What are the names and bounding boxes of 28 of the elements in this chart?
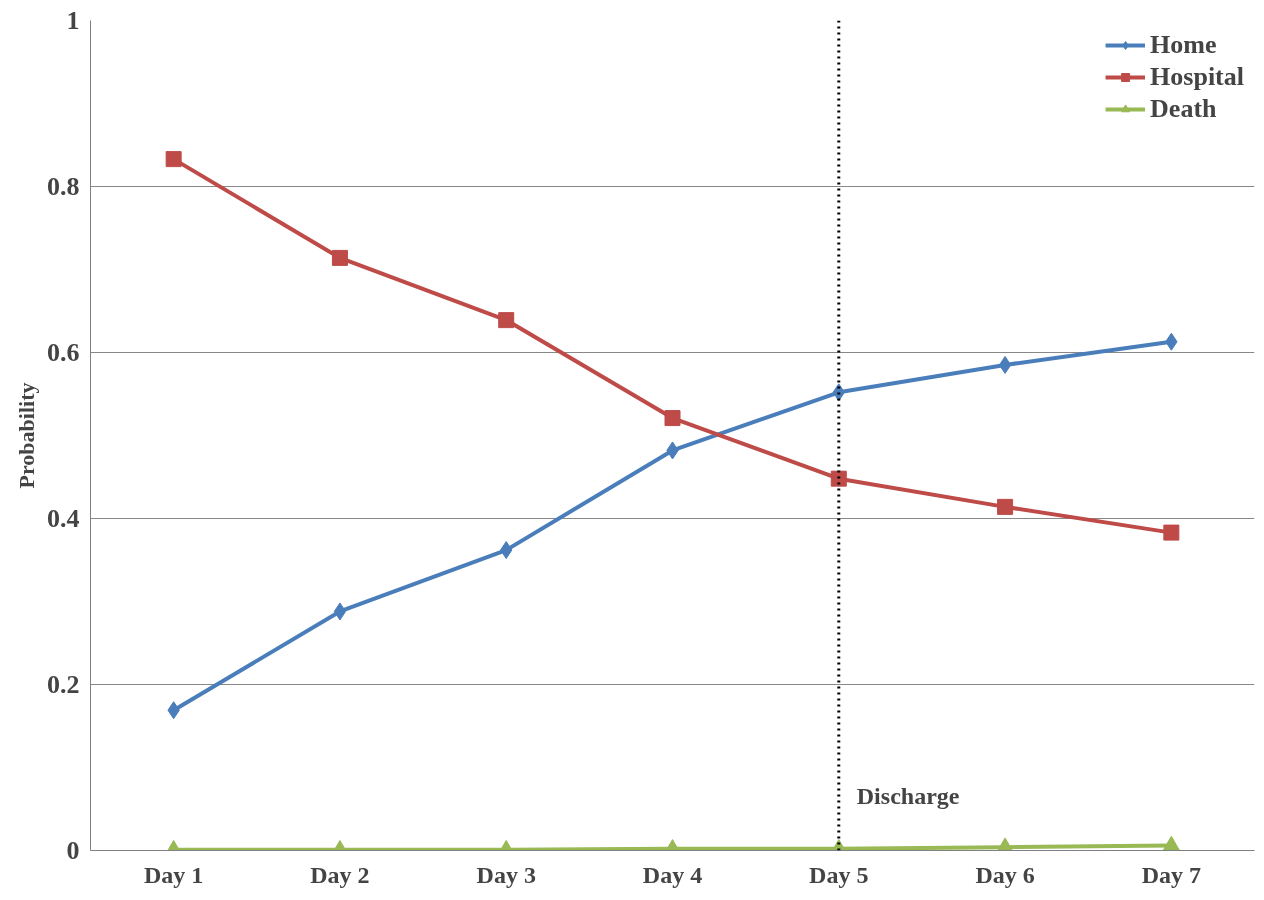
y-tick-label: 1	[66, 6, 80, 35]
x-tick-label: Day 1	[143, 861, 204, 888]
point	[1163, 524, 1180, 541]
y-tick-label: 0.8	[47, 172, 80, 201]
x-tick-label: Day 2	[310, 861, 370, 888]
x-tick-label: Day 3	[476, 861, 536, 888]
x-tick-label: Day 7	[1141, 861, 1202, 888]
y-tick-label: 0.6	[47, 338, 80, 367]
point	[830, 470, 847, 487]
legend-label: Hospital	[1150, 62, 1244, 92]
x-tick-label: Day 5	[809, 861, 869, 888]
point	[664, 410, 681, 427]
y-axis-title: Probability	[14, 382, 39, 489]
legend-label: Home	[1150, 30, 1217, 60]
point	[998, 355, 1012, 374]
point	[1162, 835, 1180, 851]
legend-label: Death	[1150, 94, 1217, 124]
point	[997, 498, 1014, 515]
point	[165, 151, 182, 168]
y-tick-label: 0	[66, 836, 80, 865]
x-tick-label: Day 6	[975, 861, 1035, 888]
y-tick-label: 0.2	[47, 670, 80, 699]
point	[498, 312, 515, 329]
point	[331, 249, 348, 266]
point	[333, 602, 347, 621]
x-tick-label: Day 4	[642, 861, 703, 888]
y-tick-label: 0.4	[47, 504, 80, 533]
ref-line-label: Discharge	[856, 783, 960, 809]
